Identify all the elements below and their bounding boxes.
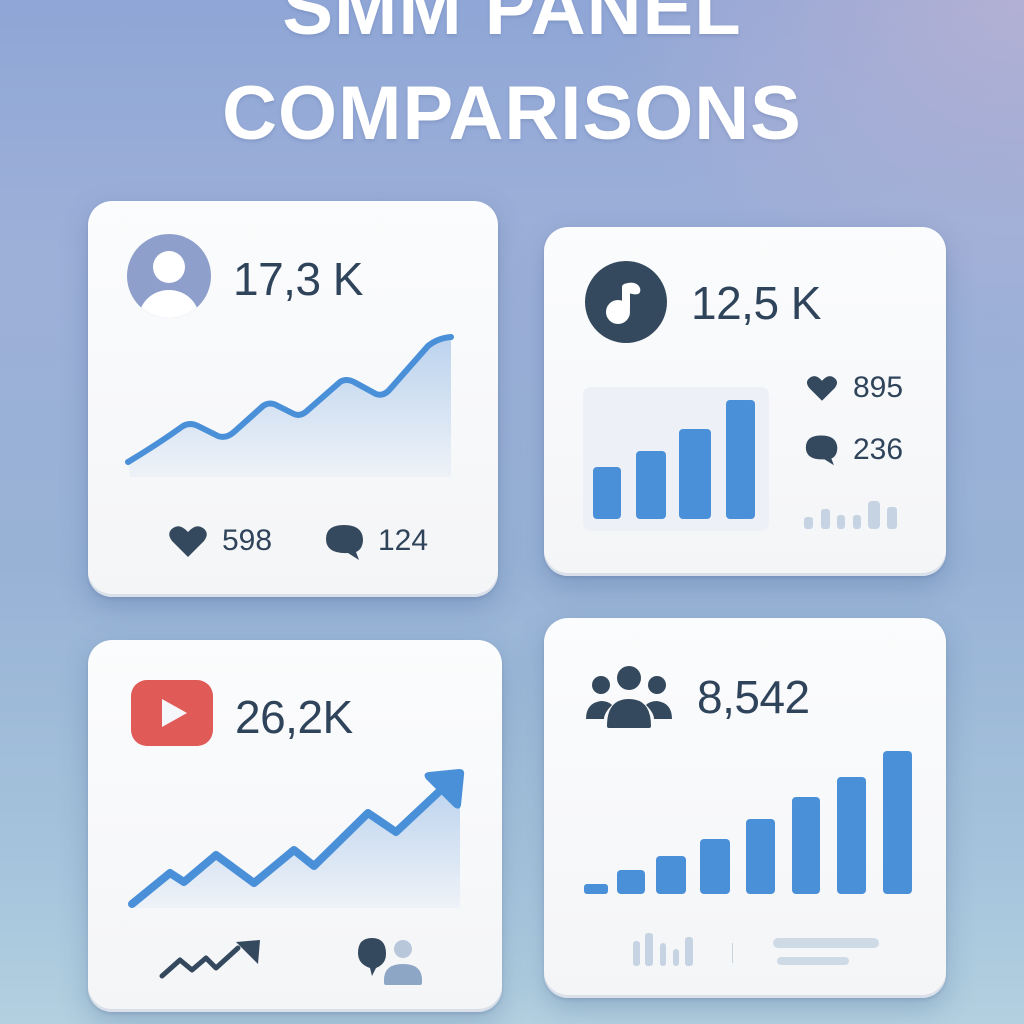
profile-stats-card[interactable]: 17,3 K 598 124 <box>88 201 498 597</box>
title-line-2: COMPARISONS <box>222 71 802 156</box>
title-line-1: SMM PANEL <box>282 0 742 51</box>
views-count: 26,2K <box>235 691 353 743</box>
music-note-icon <box>584 260 668 344</box>
members-growth-bar-chart <box>582 748 922 898</box>
likes-count: 895 <box>853 371 904 404</box>
follower-growth-line-chart <box>118 326 463 481</box>
weekly-bar-chart <box>583 387 769 531</box>
trend-up-arrow-icon <box>158 938 264 982</box>
divider <box>732 943 733 963</box>
youtube-play-icon <box>131 680 213 746</box>
user-avatar-icon <box>126 233 212 319</box>
users-group-icon <box>584 665 674 729</box>
comment-icon <box>325 523 365 561</box>
mini-bars-icon <box>632 931 698 967</box>
community-stats-card[interactable]: 8,542 <box>544 618 946 998</box>
youtube-stats-card[interactable]: 26,2K <box>88 640 502 1012</box>
comments-count: 236 <box>853 433 904 466</box>
comment-user-icon <box>358 936 424 988</box>
heart-icon <box>806 374 838 402</box>
text-line-placeholder-1 <box>773 938 879 948</box>
text-line-placeholder-2 <box>777 957 849 965</box>
views-growth-line-chart <box>124 765 469 915</box>
likes-count: 598 <box>222 524 273 557</box>
mini-bars-icon <box>802 499 902 531</box>
follower-count: 17,3 K <box>233 253 364 305</box>
comment-icon <box>805 433 839 467</box>
members-count: 8,542 <box>697 671 810 723</box>
music-stats-card[interactable]: 12,5 K 895 236 <box>544 227 946 576</box>
comments-count: 124 <box>378 524 429 557</box>
listener-count: 12,5 K <box>691 277 822 329</box>
heart-icon <box>168 524 208 558</box>
